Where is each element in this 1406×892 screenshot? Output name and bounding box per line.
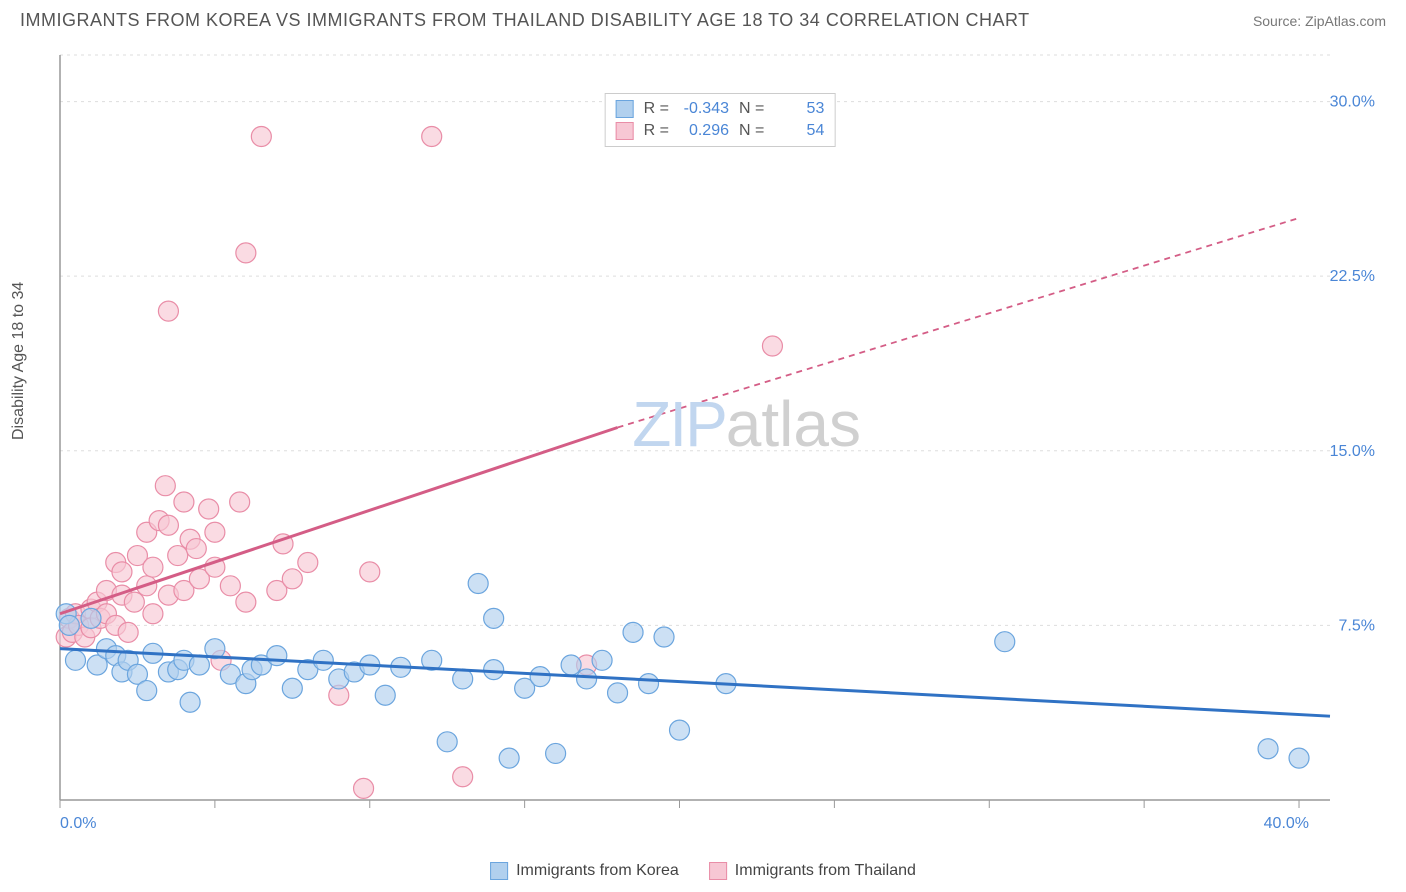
correlation-stats-box: R = -0.343 N = 53 R = 0.296 N = 54: [605, 93, 836, 147]
y-axis-label: Disability Age 18 to 34: [10, 282, 28, 440]
stats-row-thailand: R = 0.296 N = 54: [616, 120, 825, 142]
thailand-swatch-icon: [616, 122, 634, 140]
thailand-legend-label: Immigrants from Thailand: [735, 862, 916, 880]
r-label: R =: [644, 122, 669, 140]
svg-text:40.0%: 40.0%: [1264, 815, 1309, 832]
thailand-n-value: 54: [774, 122, 824, 140]
thailand-legend-swatch-icon: [709, 862, 727, 880]
svg-text:30.0%: 30.0%: [1330, 94, 1375, 111]
korea-legend-label: Immigrants from Korea: [516, 862, 679, 880]
chart-title: IMMIGRANTS FROM KOREA VS IMMIGRANTS FROM…: [20, 10, 1030, 31]
korea-n-value: 53: [774, 100, 824, 118]
korea-legend-swatch-icon: [490, 862, 508, 880]
bottom-legend: Immigrants from Korea Immigrants from Th…: [490, 862, 916, 880]
svg-text:7.5%: 7.5%: [1339, 617, 1375, 634]
n-label: N =: [739, 122, 764, 140]
legend-item-thailand: Immigrants from Thailand: [709, 862, 916, 880]
korea-r-value: -0.343: [679, 100, 729, 118]
stats-row-korea: R = -0.343 N = 53: [616, 98, 825, 120]
chart-plot-area: 7.5%15.0%22.5%30.0%0.0%40.0% ZIPatlas R …: [55, 45, 1385, 835]
svg-text:15.0%: 15.0%: [1330, 443, 1375, 460]
svg-text:22.5%: 22.5%: [1330, 268, 1375, 285]
r-label: R =: [644, 100, 669, 118]
svg-text:0.0%: 0.0%: [60, 815, 96, 832]
korea-swatch-icon: [616, 100, 634, 118]
source-attribution: Source: ZipAtlas.com: [1253, 13, 1386, 29]
thailand-r-value: 0.296: [679, 122, 729, 140]
chart-header: IMMIGRANTS FROM KOREA VS IMMIGRANTS FROM…: [0, 0, 1406, 36]
legend-item-korea: Immigrants from Korea: [490, 862, 679, 880]
n-label: N =: [739, 100, 764, 118]
scatter-plot-svg: 7.5% 15.0% 22.5% 30.0% 0.0% 40.0%: [55, 45, 1385, 835]
